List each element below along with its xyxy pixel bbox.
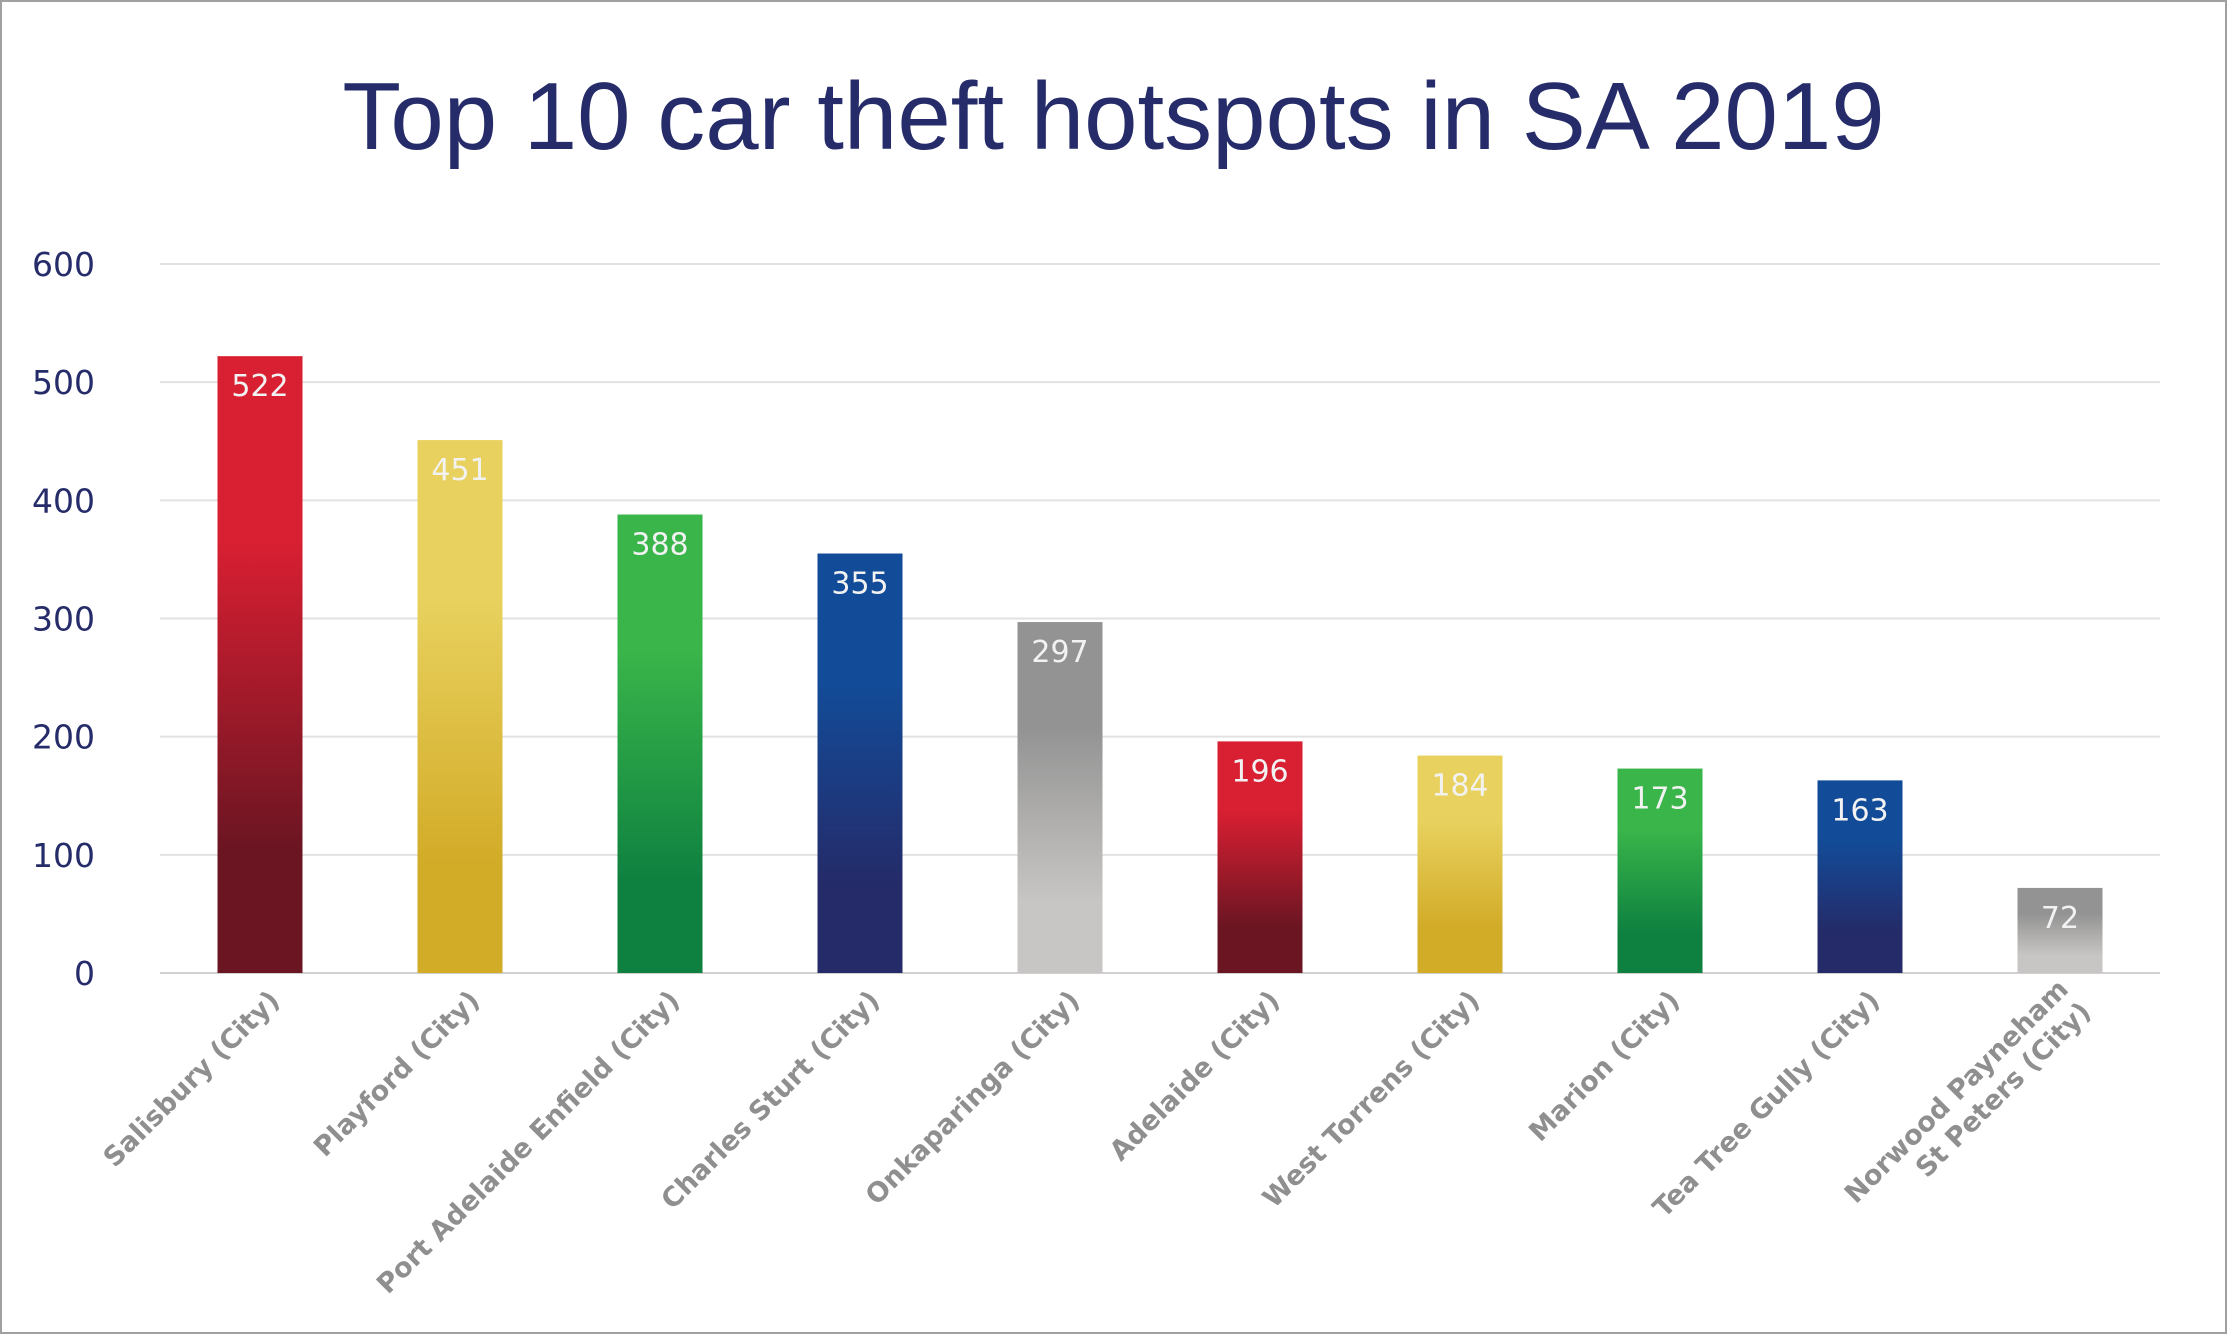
bar: [1617, 768, 1703, 973]
bar: [617, 514, 703, 973]
x-tick-label: Marion (City): [1523, 985, 1686, 1148]
x-tick-label-line: West Torrens (City): [1257, 985, 1486, 1214]
y-tick-label: 600: [32, 245, 95, 284]
bar: [1017, 622, 1103, 973]
x-tick-label-line: Marion (City): [1523, 985, 1686, 1148]
x-tick-label: Onkaparinga (City): [860, 985, 1086, 1211]
x-tick-label: Playford (City): [308, 985, 486, 1163]
bars: 522 451 388 355 297 196 184 173 163 72: [217, 356, 2103, 973]
x-tick-label-line: Playford (City): [308, 985, 486, 1163]
x-tick-label-line: Onkaparinga (City): [860, 985, 1086, 1211]
x-tick-label-line: Adelaide (City): [1104, 985, 1286, 1167]
x-tick-label: Adelaide (City): [1104, 985, 1286, 1167]
bar: [2017, 887, 2103, 973]
x-tick-label-line: Charles Sturt (City): [655, 985, 886, 1216]
x-axis: Salisbury (City) Playford (City)Port Adel…: [98, 974, 2098, 1300]
data-label: 522: [231, 369, 288, 404]
y-axis: 0 100 200 300 400 500 600: [32, 245, 95, 993]
x-tick-label: Salisbury (City): [98, 985, 286, 1173]
data-label: 72: [2041, 901, 2079, 936]
data-label: 196: [1231, 754, 1288, 789]
bar: [417, 440, 503, 973]
data-label: 173: [1631, 782, 1688, 817]
data-label: 163: [1831, 793, 1888, 828]
bar: [217, 356, 303, 973]
y-tick-label: 300: [32, 600, 95, 639]
data-label: 297: [1031, 635, 1088, 670]
y-tick-label: 400: [32, 481, 95, 520]
x-tick-label: West Torrens (City): [1257, 985, 1486, 1214]
data-label: 451: [431, 453, 488, 488]
y-tick-label: 500: [32, 363, 95, 402]
data-label: 184: [1431, 769, 1488, 804]
y-tick-label: 100: [32, 836, 95, 875]
bar: [1217, 741, 1303, 973]
y-tick-label: 0: [74, 954, 95, 993]
bar: [1817, 780, 1903, 973]
data-label: 355: [831, 567, 888, 602]
data-label: 388: [631, 528, 688, 563]
x-tick-label: Charles Sturt (City): [655, 985, 886, 1216]
bar: [817, 553, 903, 973]
bar: [1417, 755, 1503, 973]
y-tick-label: 200: [32, 718, 95, 757]
x-tick-label-line: Salisbury (City): [98, 985, 286, 1173]
chart-title: Top 10 car theft hotspots in SA 2019: [342, 63, 1885, 170]
